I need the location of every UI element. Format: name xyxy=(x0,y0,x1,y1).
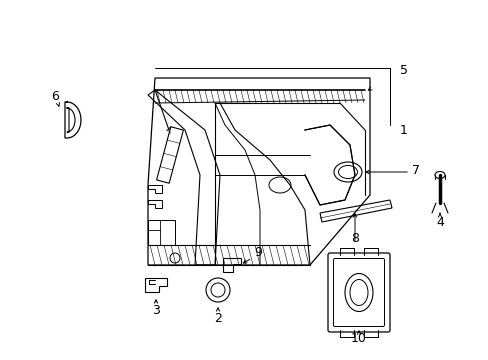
Text: 9: 9 xyxy=(254,246,262,258)
Text: 5: 5 xyxy=(399,63,407,77)
Text: 4: 4 xyxy=(435,216,443,229)
Text: 6: 6 xyxy=(51,90,59,104)
Ellipse shape xyxy=(333,162,361,182)
Text: 3: 3 xyxy=(152,303,160,316)
Text: 1: 1 xyxy=(399,123,407,136)
Polygon shape xyxy=(305,125,354,205)
Text: 8: 8 xyxy=(350,231,358,244)
Text: 7: 7 xyxy=(411,163,419,176)
Text: 2: 2 xyxy=(214,311,222,324)
Text: 10: 10 xyxy=(350,332,366,345)
